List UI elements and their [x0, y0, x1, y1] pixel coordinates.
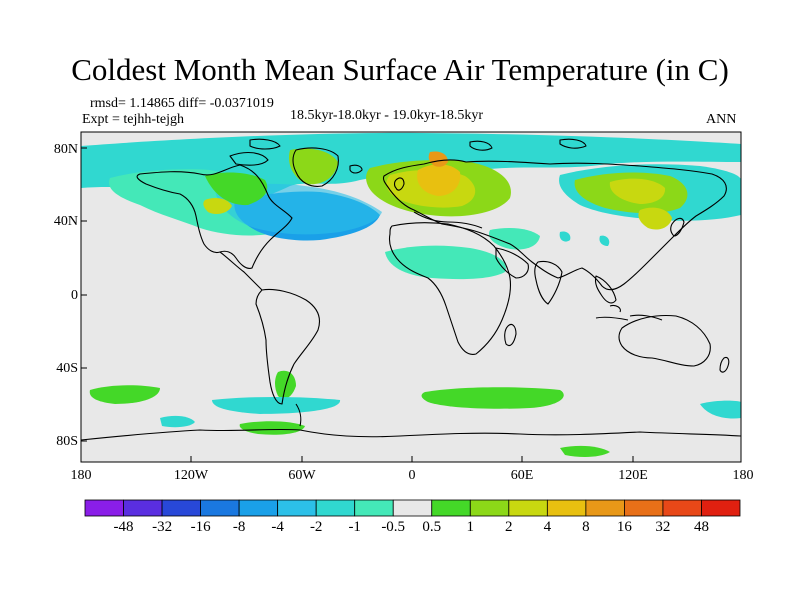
lat-tick-40n: 40N	[53, 214, 78, 229]
colorbar-box-6	[315, 499, 356, 517]
map-frame	[80, 131, 742, 463]
colorbar-label-4: -4	[271, 519, 284, 535]
southeast-asia-coast	[594, 275, 617, 304]
lon-tick-180w: 180	[70, 468, 92, 483]
colorbar-label-12: 8	[582, 519, 590, 535]
lat-tick-0: 0	[71, 288, 78, 303]
colorbar-label-10: 2	[505, 519, 513, 535]
map-title: Coldest Month Mean Surface Air Temperatu…	[71, 52, 729, 87]
map-plot-area	[81, 132, 741, 462]
antarctica-coast	[81, 428, 741, 441]
lon-tick-120w: 120W	[173, 468, 209, 483]
australia-coast	[618, 314, 711, 367]
greenland-coast	[292, 147, 339, 187]
southern-ocean-cyan-2	[700, 400, 741, 419]
arabia-coast	[495, 247, 529, 279]
experiment-label: Expt = tejhh-tejgh	[82, 112, 184, 127]
colorbar-box-13	[585, 499, 625, 517]
colorbar-box-1	[123, 499, 163, 517]
lon-tick-180e: 180	[732, 468, 754, 483]
colorbar-box-15	[662, 499, 702, 517]
asia-yellow	[609, 178, 666, 204]
east-asia-yellow	[638, 207, 672, 230]
north-america-green	[205, 172, 268, 206]
antarctica-cyan	[160, 415, 195, 428]
arctic-islands-coast	[229, 138, 587, 166]
colorbar-box-7	[354, 499, 394, 517]
southern-ocean-green-2	[421, 387, 564, 409]
colorbar-box-2	[161, 499, 201, 517]
antarctica-green	[239, 421, 305, 435]
south-america-coast	[255, 288, 321, 405]
mediterranean-coast	[413, 211, 483, 229]
africa-coast	[388, 222, 512, 355]
colorbar-label-8: 0.5	[422, 519, 442, 535]
colorbar-label-14: 32	[655, 519, 671, 535]
colorbar-label-5: -2	[309, 519, 323, 535]
scandinavia-hotspot	[428, 151, 448, 167]
pacific-cyan-spots	[559, 231, 610, 246]
new-zealand-coast	[719, 356, 730, 373]
north-america-coast	[136, 164, 293, 269]
colorbar-box-14	[624, 499, 664, 517]
north-africa-cyan	[385, 245, 506, 280]
antarctica-east-green	[560, 445, 610, 457]
colorbar-box-12	[546, 499, 587, 517]
japan-coast	[670, 217, 685, 237]
colorbar-box-4	[238, 499, 279, 517]
period-label: 18.5kyr-18.0kyr - 19.0kyr-18.5kyr	[290, 108, 484, 123]
uk-coast	[393, 177, 405, 191]
colorbar-box-11	[508, 499, 548, 517]
southern-ocean-green-1	[89, 385, 160, 404]
greenland-green	[288, 148, 338, 185]
lon-tick-60w: 60W	[288, 468, 316, 483]
colorbar-label-0: -48	[113, 519, 134, 535]
colorbar-label-11: 4	[543, 519, 552, 535]
lon-tick-60e: 60E	[510, 468, 534, 483]
colorbar-box-16	[701, 499, 741, 517]
season-label: ANN	[706, 112, 737, 127]
lon-tick-120e: 120E	[618, 468, 648, 483]
colorbar-box-9	[431, 499, 471, 517]
india-coast	[534, 260, 563, 305]
colorbar-label-3: -8	[232, 519, 246, 535]
rmsd-diff-text: rmsd= 1.14865 diff= -0.0371019	[90, 96, 274, 111]
coastlines	[81, 138, 741, 441]
colorbar-label-7: -0.5	[381, 519, 406, 535]
colorbar-label-15: 48	[694, 519, 709, 535]
colorbar	[84, 499, 741, 517]
colorbar-label-13: 16	[616, 519, 632, 535]
colorbar-box-0	[84, 499, 124, 517]
colorbar-box-8	[392, 499, 433, 517]
scandinavia-orange	[417, 164, 461, 196]
axis-ticks	[81, 147, 634, 462]
central-america-coast	[219, 251, 263, 291]
colorbar-label-6: -1	[348, 519, 361, 535]
iceland-coast	[349, 164, 363, 174]
colorbar-label-9: 1	[466, 519, 475, 535]
colorbar-box-5	[277, 499, 317, 517]
middle-east-cyan	[488, 228, 540, 250]
southern-ocean-cyan-1	[212, 397, 341, 414]
lat-tick-80n: 80N	[53, 142, 78, 157]
lat-tick-80s: 80S	[56, 434, 78, 449]
lon-tick-0: 0	[408, 468, 416, 483]
madagascar-coast	[504, 323, 517, 347]
indonesia-coast	[595, 304, 663, 321]
colorbar-label-1: -32	[152, 519, 173, 535]
colorbar-box-3	[200, 499, 240, 517]
lat-tick-40s: 40S	[56, 361, 78, 376]
labrador-yellow	[203, 198, 232, 214]
colorbar-label-2: -16	[190, 519, 211, 535]
antarctic-peninsula-coast	[295, 403, 302, 427]
colorbar-box-10	[469, 499, 510, 517]
